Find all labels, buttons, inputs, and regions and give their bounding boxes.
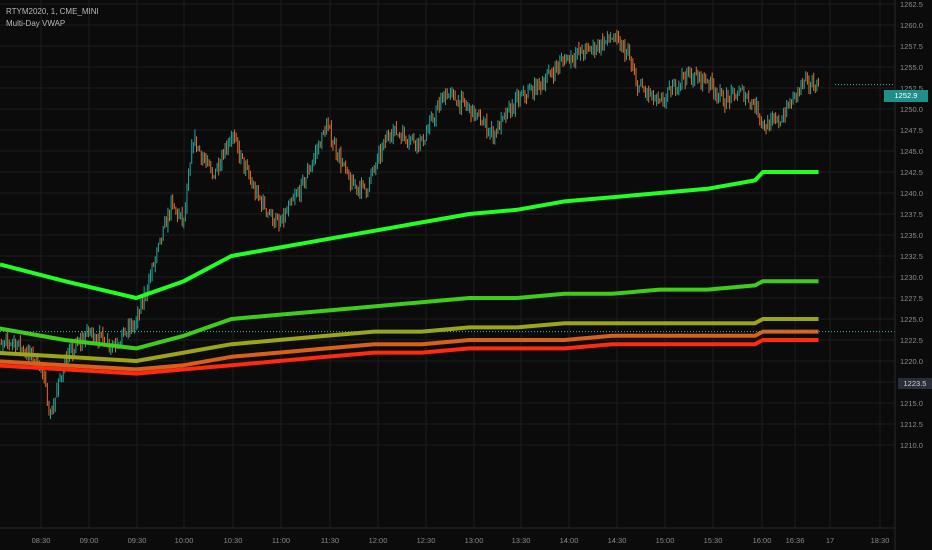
indicator-label[interactable]: Multi-Day VWAP	[6, 19, 66, 28]
x-tick-label: 14:30	[608, 536, 627, 545]
x-tick-label: 14:00	[560, 536, 579, 545]
x-tick-label: 10:30	[224, 536, 243, 545]
symbol-title[interactable]: RTYM2020, 1, CME_MINI	[6, 7, 99, 16]
y-tick-label: 1255.0	[900, 63, 923, 72]
y-tick-label: 1230.0	[900, 273, 923, 282]
y-tick-label: 1247.5	[900, 126, 923, 135]
x-tick-label: 16:36	[786, 536, 805, 545]
x-tick-label: 12:00	[369, 536, 388, 545]
last-price-tag: 1252.9	[884, 90, 928, 102]
y-tick-label: 1257.5	[900, 42, 923, 51]
y-tick-label: 1252.5	[900, 84, 923, 93]
y-tick-label: 1232.5	[900, 252, 923, 261]
x-tick-label: 12:30	[417, 536, 436, 545]
x-tick-label: 18:30	[871, 536, 890, 545]
chart-overlays	[0, 84, 895, 333]
vwap-line-1	[0, 170, 819, 300]
y-tick-label: 1262.5	[900, 0, 923, 9]
chart-legend: RTYM2020, 1, CME_MINI Multi-Day VWAP	[6, 6, 99, 30]
x-tick-label: 13:30	[512, 536, 531, 545]
x-tick-label: 09:30	[128, 536, 147, 545]
y-tick-label: 1210.0	[900, 441, 923, 450]
x-tick-label: 13:00	[465, 536, 484, 545]
y-tick-label: 1215.0	[900, 399, 923, 408]
vwap-line-3	[0, 317, 819, 363]
y-tick-label: 1250.0	[900, 105, 923, 114]
y-tick-label: 1222.5	[900, 336, 923, 345]
x-tick-label: 16:00	[753, 536, 772, 545]
x-tick-label: 10:00	[175, 536, 194, 545]
y-axis[interactable]: 1262.5 1260.0 1257.5 1255.0 1252.5 1250.0 1247…	[894, 0, 923, 550]
crosshair-price-tag: 1223.5	[898, 378, 932, 389]
x-tick-label: 11:30	[321, 536, 339, 545]
vwap-bands	[0, 170, 819, 376]
x-axis[interactable]: 08:30 09:00 09:30 10:00 10:30 11:00 11:30 12:00…	[0, 527, 895, 545]
y-tick-label: 1260.0	[900, 21, 923, 30]
x-tick-label: 15:30	[704, 536, 723, 545]
y-tick-label: 1237.5	[900, 210, 923, 219]
x-tick-label: 17	[826, 536, 834, 545]
x-tick-label: 09:00	[80, 536, 99, 545]
price-candles	[0, 29, 819, 420]
y-tick-label: 1220.0	[900, 357, 923, 366]
y-tick-label: 1212.5	[900, 420, 923, 429]
y-tick-label: 1227.5	[900, 294, 923, 303]
vwap-line-4	[0, 329, 819, 372]
y-tick-label: 1242.5	[900, 168, 923, 177]
chart-grid	[0, 0, 895, 528]
y-tick-label: 1245.0	[900, 147, 923, 156]
y-tick-label: 1235.0	[900, 231, 923, 240]
x-tick-label: 15:00	[656, 536, 675, 545]
x-tick-label: 08:30	[32, 536, 51, 545]
vwap-line-5	[0, 338, 819, 376]
vwap-line-2	[0, 279, 819, 351]
y-tick-label: 1240.0	[900, 189, 923, 198]
x-tick-label: 11:00	[272, 536, 290, 545]
y-tick-label: 1225.0	[900, 315, 923, 324]
